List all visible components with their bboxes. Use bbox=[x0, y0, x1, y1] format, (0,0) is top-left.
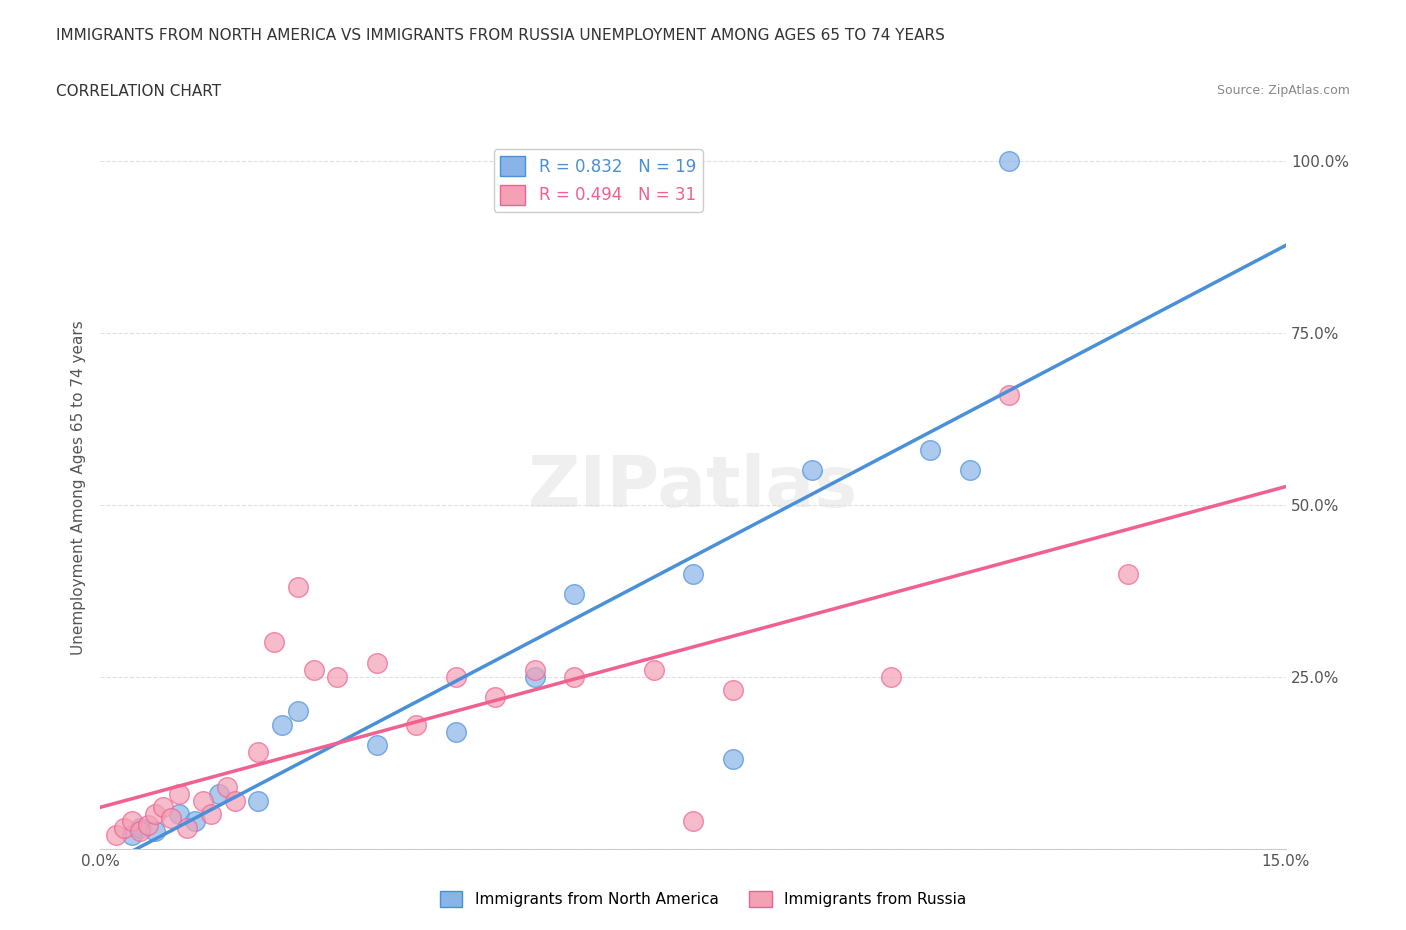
Point bbox=[263, 635, 285, 650]
Point bbox=[167, 807, 190, 822]
Point bbox=[176, 820, 198, 835]
Point bbox=[184, 814, 207, 829]
Point bbox=[444, 670, 467, 684]
Point bbox=[366, 738, 388, 753]
Y-axis label: Unemployment Among Ages 65 to 74 years: Unemployment Among Ages 65 to 74 years bbox=[72, 320, 86, 655]
Point bbox=[121, 814, 143, 829]
Point bbox=[136, 817, 159, 832]
Point bbox=[564, 670, 586, 684]
Point bbox=[247, 793, 270, 808]
Point bbox=[484, 690, 506, 705]
Text: ZIPatlas: ZIPatlas bbox=[529, 453, 858, 522]
Point bbox=[128, 824, 150, 839]
Point bbox=[215, 779, 238, 794]
Text: CORRELATION CHART: CORRELATION CHART bbox=[56, 84, 221, 99]
Point bbox=[247, 745, 270, 760]
Point bbox=[121, 828, 143, 843]
Point bbox=[287, 704, 309, 719]
Point bbox=[271, 717, 294, 732]
Point bbox=[167, 786, 190, 801]
Point bbox=[998, 388, 1021, 403]
Point bbox=[287, 580, 309, 595]
Point bbox=[104, 828, 127, 843]
Point bbox=[112, 820, 135, 835]
Point bbox=[523, 670, 546, 684]
Legend: Immigrants from North America, Immigrants from Russia: Immigrants from North America, Immigrant… bbox=[433, 884, 973, 913]
Text: IMMIGRANTS FROM NORTH AMERICA VS IMMIGRANTS FROM RUSSIA UNEMPLOYMENT AMONG AGES : IMMIGRANTS FROM NORTH AMERICA VS IMMIGRA… bbox=[56, 28, 945, 43]
Point bbox=[200, 807, 222, 822]
Point bbox=[920, 443, 942, 458]
Point bbox=[366, 656, 388, 671]
Point bbox=[152, 800, 174, 815]
Legend: R = 0.832   N = 19, R = 0.494   N = 31: R = 0.832 N = 19, R = 0.494 N = 31 bbox=[494, 150, 703, 212]
Point bbox=[800, 463, 823, 478]
Point bbox=[682, 814, 704, 829]
Point bbox=[128, 820, 150, 835]
Point bbox=[160, 810, 183, 825]
Point bbox=[405, 717, 427, 732]
Point bbox=[208, 786, 231, 801]
Point bbox=[721, 751, 744, 766]
Point bbox=[224, 793, 246, 808]
Point bbox=[998, 153, 1021, 168]
Point bbox=[879, 670, 901, 684]
Point bbox=[191, 793, 214, 808]
Point bbox=[523, 662, 546, 677]
Point bbox=[721, 683, 744, 698]
Point bbox=[959, 463, 981, 478]
Point bbox=[145, 807, 167, 822]
Point bbox=[682, 566, 704, 581]
Text: Source: ZipAtlas.com: Source: ZipAtlas.com bbox=[1216, 84, 1350, 97]
Point bbox=[145, 824, 167, 839]
Point bbox=[564, 587, 586, 602]
Point bbox=[326, 670, 349, 684]
Point bbox=[643, 662, 665, 677]
Point bbox=[302, 662, 325, 677]
Point bbox=[1116, 566, 1139, 581]
Point bbox=[444, 724, 467, 739]
